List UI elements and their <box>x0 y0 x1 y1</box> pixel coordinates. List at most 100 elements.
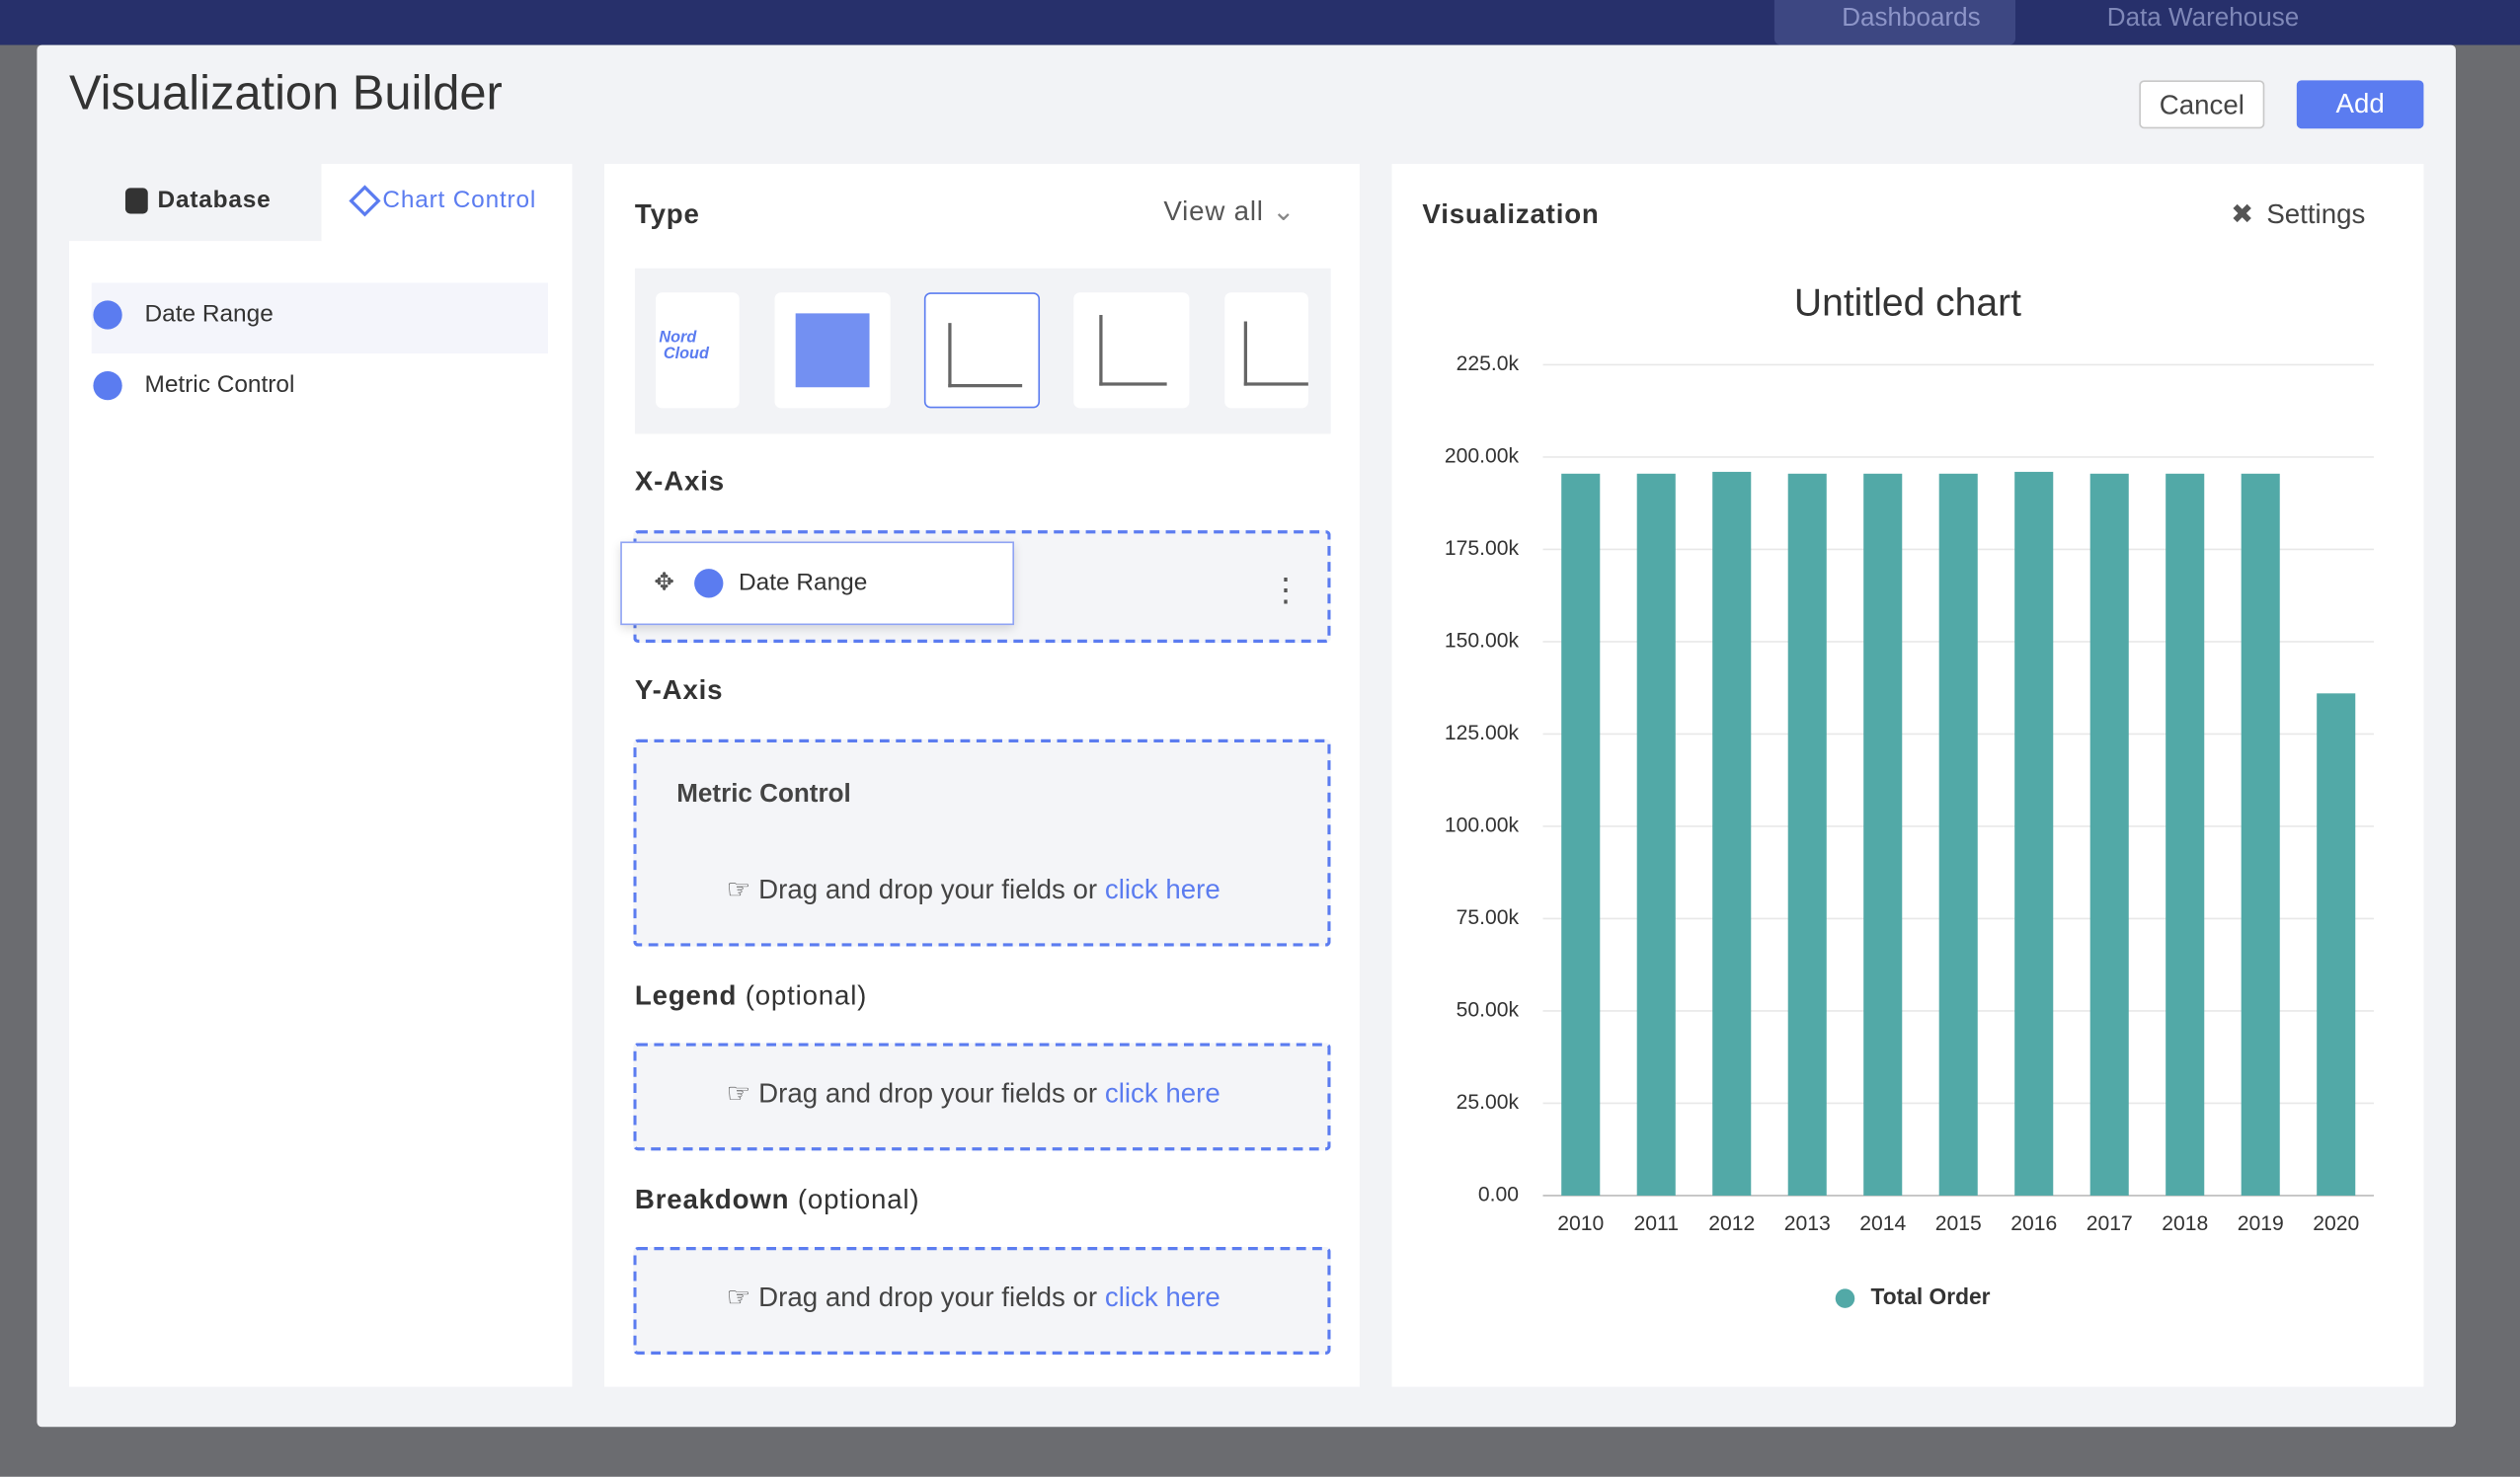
add-button[interactable]: Add <box>2296 80 2424 129</box>
y-tick-label: 225.0k <box>1457 352 1520 375</box>
drop-hint: ☞ Drag and drop your fields or click her… <box>726 874 1221 905</box>
bar <box>1787 473 1827 1196</box>
tab-bg <box>68 164 322 242</box>
y-tick-label: 50.00k <box>1457 999 1520 1022</box>
drop-hint: ☞ Drag and drop your fields or click her… <box>726 1282 1221 1313</box>
more-menu[interactable]: ⋮ <box>1269 574 1302 609</box>
breakdown-drop[interactable] <box>633 1247 1331 1356</box>
section-label: Breakdown (optional) <box>635 1185 919 1217</box>
dragged-item[interactable]: ✥ Date Range <box>620 541 1015 626</box>
x-tick-label: 2018 <box>2162 1212 2208 1235</box>
bar <box>2317 693 2356 1196</box>
section-label: X-Axis <box>634 466 725 497</box>
bar <box>2014 471 2054 1196</box>
label-optional: (optional) <box>797 1184 920 1215</box>
tab-label: Database <box>157 186 272 214</box>
bar <box>2241 473 2280 1196</box>
type-thumb-selected[interactable] <box>923 292 1041 409</box>
view-all[interactable]: View all ⌄ <box>1163 195 1297 227</box>
bar <box>1636 473 1676 1196</box>
item-label: Date Range <box>144 300 274 329</box>
section-label: Y-Axis <box>634 674 724 706</box>
x-tick-label: 2013 <box>1784 1212 1831 1235</box>
thumb-art <box>1243 321 1308 386</box>
thumb-art <box>948 323 1023 388</box>
item-highlight <box>91 282 549 354</box>
click-here[interactable]: click here <box>1104 1282 1221 1313</box>
y-tick-label: 200.00k <box>1445 445 1520 468</box>
tab-label: Chart Control <box>382 186 537 214</box>
tab[interactable]: Database <box>124 186 272 214</box>
click-here[interactable]: click here <box>1104 1078 1221 1110</box>
bar <box>2089 473 2129 1196</box>
x-tick-label: 2019 <box>2238 1212 2284 1235</box>
icon <box>93 371 122 401</box>
y-tick-label: 125.00k <box>1445 722 1520 744</box>
icon <box>693 569 723 598</box>
bar <box>1561 473 1601 1196</box>
y-tick-label: 100.00k <box>1445 815 1520 837</box>
legend-label: Total Order <box>1871 1283 1991 1309</box>
x-tick-label: 2014 <box>1859 1212 1906 1235</box>
nav-item[interactable]: Data Warehouse <box>2106 4 2300 33</box>
y-axis-drop[interactable] <box>633 738 1331 947</box>
y-tick-label: 150.00k <box>1445 630 1520 653</box>
view-all-label: View all <box>1163 195 1264 227</box>
y-tick-label: 0.00 <box>1478 1184 1519 1206</box>
item-label: Date Range <box>739 569 868 596</box>
bar <box>1863 473 1903 1196</box>
chart-title: Untitled chart <box>1794 282 2021 325</box>
type-thumb[interactable] <box>1073 292 1190 409</box>
x-tick-label: 2016 <box>2010 1212 2057 1235</box>
type-thumb[interactable] <box>1224 292 1308 409</box>
label-main: Legend <box>634 979 738 1011</box>
x-tick-label: 2020 <box>2313 1212 2359 1235</box>
y-tick-label: 75.00k <box>1457 906 1520 929</box>
item-label: Metric Control <box>144 370 295 399</box>
icon <box>93 300 122 330</box>
topbar <box>0 0 2520 45</box>
x-tick-label: 2015 <box>1935 1212 1982 1235</box>
bar <box>1938 473 1978 1196</box>
type-thumb[interactable] <box>774 292 891 409</box>
cancel-button[interactable]: Cancel <box>2139 80 2265 129</box>
x-tick-label: 2017 <box>2087 1212 2133 1235</box>
hint-text: Drag and drop your fields or <box>758 1078 1098 1110</box>
y-tick-label: 175.00k <box>1445 537 1520 560</box>
type-thumb[interactable]: Nord Cloud <box>656 292 740 409</box>
click-here[interactable]: click here <box>1104 874 1221 905</box>
left-panel <box>68 164 573 1387</box>
nav-active-bg <box>1773 0 2016 45</box>
legend-marker <box>1835 1288 1855 1308</box>
nav-item[interactable]: Dashboards <box>1842 4 1981 33</box>
db-icon <box>124 188 148 214</box>
thumb-art <box>795 313 870 388</box>
thumb-text: Nord <box>659 329 697 348</box>
y-tick-label: 25.00k <box>1457 1091 1520 1114</box>
settings-label: Settings <box>2266 198 2366 230</box>
hint-text: Drag and drop your fields or <box>758 1282 1098 1313</box>
x-tick-label: 2012 <box>1708 1212 1755 1235</box>
tab[interactable]: Chart Control <box>349 185 537 217</box>
thumb-text: Cloud <box>663 345 709 363</box>
hint-text: Drag and drop your fields or <box>758 874 1098 905</box>
modal-title: Visualization Builder <box>68 67 503 121</box>
x-tick-label: 2010 <box>1557 1212 1604 1235</box>
bar <box>1712 471 1752 1196</box>
label-optional: (optional) <box>745 979 868 1011</box>
settings-button[interactable]: ✖ Settings <box>2231 198 2366 230</box>
section-label: Legend (optional) <box>635 980 867 1013</box>
control-item[interactable]: Metric Control <box>93 370 295 401</box>
panel-title: Visualization <box>1422 198 1600 230</box>
control-item[interactable]: Date Range <box>93 300 274 330</box>
section-label: Type <box>634 198 700 230</box>
legend-drop[interactable] <box>633 1043 1331 1151</box>
field-label: Metric Control <box>676 781 851 809</box>
thumb-art <box>1099 315 1167 386</box>
x-tick-label: 2011 <box>1634 1212 1679 1235</box>
drop-hint: ☞ Drag and drop your fields or click her… <box>726 1078 1221 1110</box>
bar <box>2166 473 2205 1196</box>
